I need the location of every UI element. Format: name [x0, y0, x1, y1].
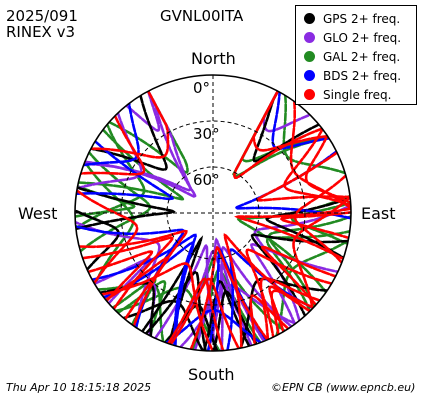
elevation-label-60: 60°	[193, 171, 220, 189]
direction-south: South	[188, 365, 235, 384]
elevation-labels: 0° 30° 60°	[193, 79, 220, 189]
track-single-84	[249, 294, 290, 346]
gps-marker-icon	[304, 13, 315, 24]
track-single-74	[89, 89, 170, 159]
legend-item-gps: GPS 2+ freq.	[304, 9, 416, 28]
legend-item-glo: GLO 2+ freq.	[304, 28, 416, 47]
track-gps-44	[252, 89, 321, 163]
track-single-67	[259, 276, 322, 341]
track-gps-42	[265, 196, 351, 260]
track-single-65	[169, 277, 240, 350]
satellite-tracks	[75, 89, 351, 351]
gal-marker-icon	[304, 51, 315, 62]
station-name: GVNL00ITA	[160, 7, 244, 25]
track-single-71	[293, 174, 348, 264]
track-glo-26	[125, 89, 161, 132]
track-gal-18	[290, 201, 351, 245]
track-gps-40	[144, 270, 207, 351]
direction-west: West	[18, 204, 58, 223]
credit: ©EPN CB (www.epncb.eu)	[271, 381, 416, 394]
generated-timestamp: Thu Apr 10 18:15:18 2025	[6, 381, 152, 394]
track-single-83	[75, 189, 139, 285]
skyplot-grid	[74, 74, 352, 352]
legend: GPS 2+ freq. GLO 2+ freq. GAL 2+ freq. B…	[295, 5, 417, 105]
track-single-69	[81, 236, 174, 311]
direction-north: North	[191, 49, 236, 68]
track-single-86	[100, 262, 215, 351]
legend-item-single: Single freq.	[304, 85, 416, 104]
track-single-72	[86, 250, 154, 303]
track-single-81	[260, 245, 337, 307]
track-single-60	[279, 211, 351, 240]
track-gps-36	[202, 279, 251, 351]
legend-label: Single freq.	[323, 87, 392, 102]
track-bds-59	[102, 241, 195, 348]
track-single-87	[292, 195, 351, 310]
bds-marker-icon	[304, 70, 315, 81]
legend-label: GAL 2+ freq.	[323, 49, 401, 64]
track-gps-37	[89, 94, 168, 172]
track-bds-55	[90, 233, 197, 347]
track-single-80	[233, 89, 324, 179]
track-bds-54	[75, 140, 175, 201]
track-single-78	[223, 233, 312, 350]
data-format: RINEX v3	[6, 23, 76, 41]
track-single-76	[304, 134, 351, 204]
track-gal-15	[275, 239, 350, 337]
elevation-label-0: 0°	[193, 79, 210, 97]
direction-east: East	[361, 204, 396, 223]
track-single-66	[167, 277, 225, 351]
observation-date: 2025/091	[6, 7, 78, 25]
legend-label: GPS 2+ freq.	[323, 11, 401, 26]
track-gps-38	[212, 289, 258, 351]
legend-label: GLO 2+ freq.	[323, 30, 402, 45]
track-single-73	[79, 114, 146, 176]
single-marker-icon	[304, 89, 315, 100]
track-gal-4	[282, 94, 347, 175]
legend-item-bds: BDS 2+ freq.	[304, 66, 416, 85]
elevation-label-30: 30°	[193, 125, 220, 143]
glo-marker-icon	[304, 32, 315, 43]
track-glo-35	[75, 220, 161, 330]
track-gps-45	[75, 186, 176, 231]
track-single-68	[189, 245, 269, 351]
track-single-85	[283, 127, 351, 207]
legend-label: BDS 2+ freq.	[323, 68, 402, 83]
track-single-75	[245, 248, 333, 339]
track-gps-41	[141, 235, 204, 346]
legend-item-gal: GAL 2+ freq.	[304, 47, 416, 66]
